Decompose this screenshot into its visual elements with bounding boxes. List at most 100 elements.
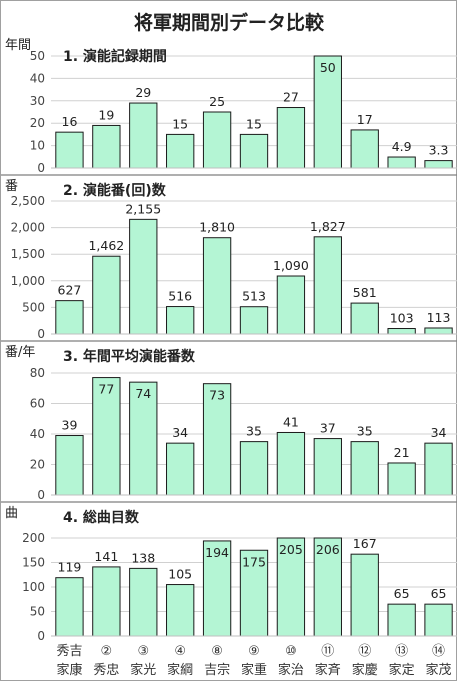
panel-title: 3. 年間平均演能番数 — [63, 348, 196, 365]
bar — [350, 129, 379, 169]
bar — [239, 133, 269, 169]
bar — [424, 603, 453, 637]
x-tick-label-bottom: 家治 — [278, 662, 304, 678]
x-tick-label-top: ⑩ — [285, 644, 297, 659]
bar — [129, 102, 158, 169]
x-tick-label-bottom: 家光 — [130, 662, 156, 678]
data-label: 25 — [209, 94, 225, 109]
data-label: 4.9 — [392, 139, 412, 154]
data-label: 516 — [168, 289, 192, 304]
data-label: 206 — [316, 542, 340, 557]
bar — [239, 549, 269, 637]
data-label: 627 — [58, 283, 82, 298]
x-tick-label-top: ④ — [174, 644, 186, 659]
bar — [55, 131, 84, 169]
data-label: 35 — [357, 424, 373, 439]
x-tick-label-top: ③ — [137, 644, 149, 659]
x-tick-label-bottom: 吉宗 — [204, 662, 230, 678]
x-tick-label-bottom: 家茂 — [426, 662, 452, 678]
panel-title: 1. 演能記録期間 — [63, 48, 167, 65]
x-tick-label-bottom: 家康 — [56, 662, 82, 678]
bar — [129, 381, 158, 496]
bar — [55, 435, 84, 496]
x-tick-label-bottom: 家斉 — [315, 662, 341, 678]
y-tick-label: 500 — [22, 300, 45, 314]
y-tick-label: 20 — [30, 458, 45, 472]
bar — [129, 218, 158, 335]
y-tick-label: 10 — [30, 139, 45, 153]
data-label: 1,090 — [273, 258, 309, 273]
data-label: 3.3 — [429, 143, 449, 158]
data-label: 34 — [431, 425, 447, 440]
data-label: 113 — [427, 310, 451, 325]
bar — [313, 537, 342, 637]
bar — [424, 160, 453, 169]
data-label: 1,810 — [199, 220, 235, 235]
y-tick-label: 100 — [22, 580, 45, 594]
y-axis-unit-label: 番/年 — [5, 345, 35, 360]
x-tick-label-top: ⑪ — [321, 644, 334, 659]
data-label: 138 — [131, 550, 155, 565]
bar — [276, 431, 306, 496]
data-label: 175 — [242, 554, 266, 569]
y-tick-label: 2,500 — [11, 194, 45, 208]
x-tick-label-bottom: 家定 — [389, 662, 415, 678]
y-axis-unit-label: 曲 — [5, 506, 18, 521]
y-tick-label: 30 — [30, 94, 45, 108]
x-tick-label-top: ⑭ — [432, 644, 445, 659]
data-label: 17 — [357, 112, 373, 127]
bar — [239, 441, 269, 496]
y-tick-label: 150 — [22, 556, 45, 570]
bar — [55, 577, 84, 637]
y-axis-unit-label: 年間 — [5, 38, 31, 53]
chart-title: 将軍期間別データ比較 — [134, 11, 325, 34]
data-label: 167 — [353, 536, 377, 551]
data-label: 16 — [62, 114, 78, 129]
data-label: 15 — [172, 116, 188, 131]
data-label: 105 — [168, 567, 192, 582]
y-tick-label: 2,000 — [11, 221, 45, 235]
data-label: 77 — [98, 382, 114, 397]
x-tick-label-bottom: 家慶 — [352, 662, 378, 678]
y-tick-label: 60 — [30, 397, 45, 411]
data-label: 34 — [172, 425, 188, 440]
bar — [129, 567, 158, 637]
y-tick-label: 200 — [22, 531, 45, 545]
bar — [350, 553, 379, 637]
x-tick-label-top: 秀吉 — [56, 644, 82, 659]
data-label: 29 — [135, 85, 151, 100]
bar — [387, 328, 416, 335]
bar — [276, 537, 306, 637]
data-label: 2,155 — [125, 201, 161, 216]
data-label: 1,462 — [88, 238, 124, 253]
bar — [350, 441, 379, 496]
bar — [166, 306, 195, 335]
data-label: 65 — [394, 586, 410, 601]
data-label: 1,827 — [310, 219, 346, 234]
x-tick-label-top: ⑬ — [395, 644, 408, 659]
data-label: 41 — [283, 414, 299, 429]
bar — [166, 442, 195, 496]
data-label: 35 — [246, 424, 262, 439]
y-tick-label: 0 — [37, 161, 45, 175]
bar — [166, 133, 195, 169]
data-label: 103 — [390, 311, 414, 326]
data-label: 205 — [279, 542, 303, 557]
bar — [92, 124, 121, 169]
y-tick-label: 1,500 — [11, 247, 45, 261]
bar — [92, 377, 121, 496]
x-tick-label-top: ⑨ — [248, 644, 260, 659]
y-axis-unit-label: 番 — [5, 179, 18, 194]
data-label: 50 — [320, 60, 336, 75]
bar — [424, 442, 453, 496]
y-tick-label: 50 — [30, 605, 45, 619]
bar — [166, 584, 195, 637]
bar — [202, 383, 232, 496]
bar — [276, 107, 306, 169]
data-label: 27 — [283, 90, 299, 105]
data-label: 21 — [394, 445, 410, 460]
